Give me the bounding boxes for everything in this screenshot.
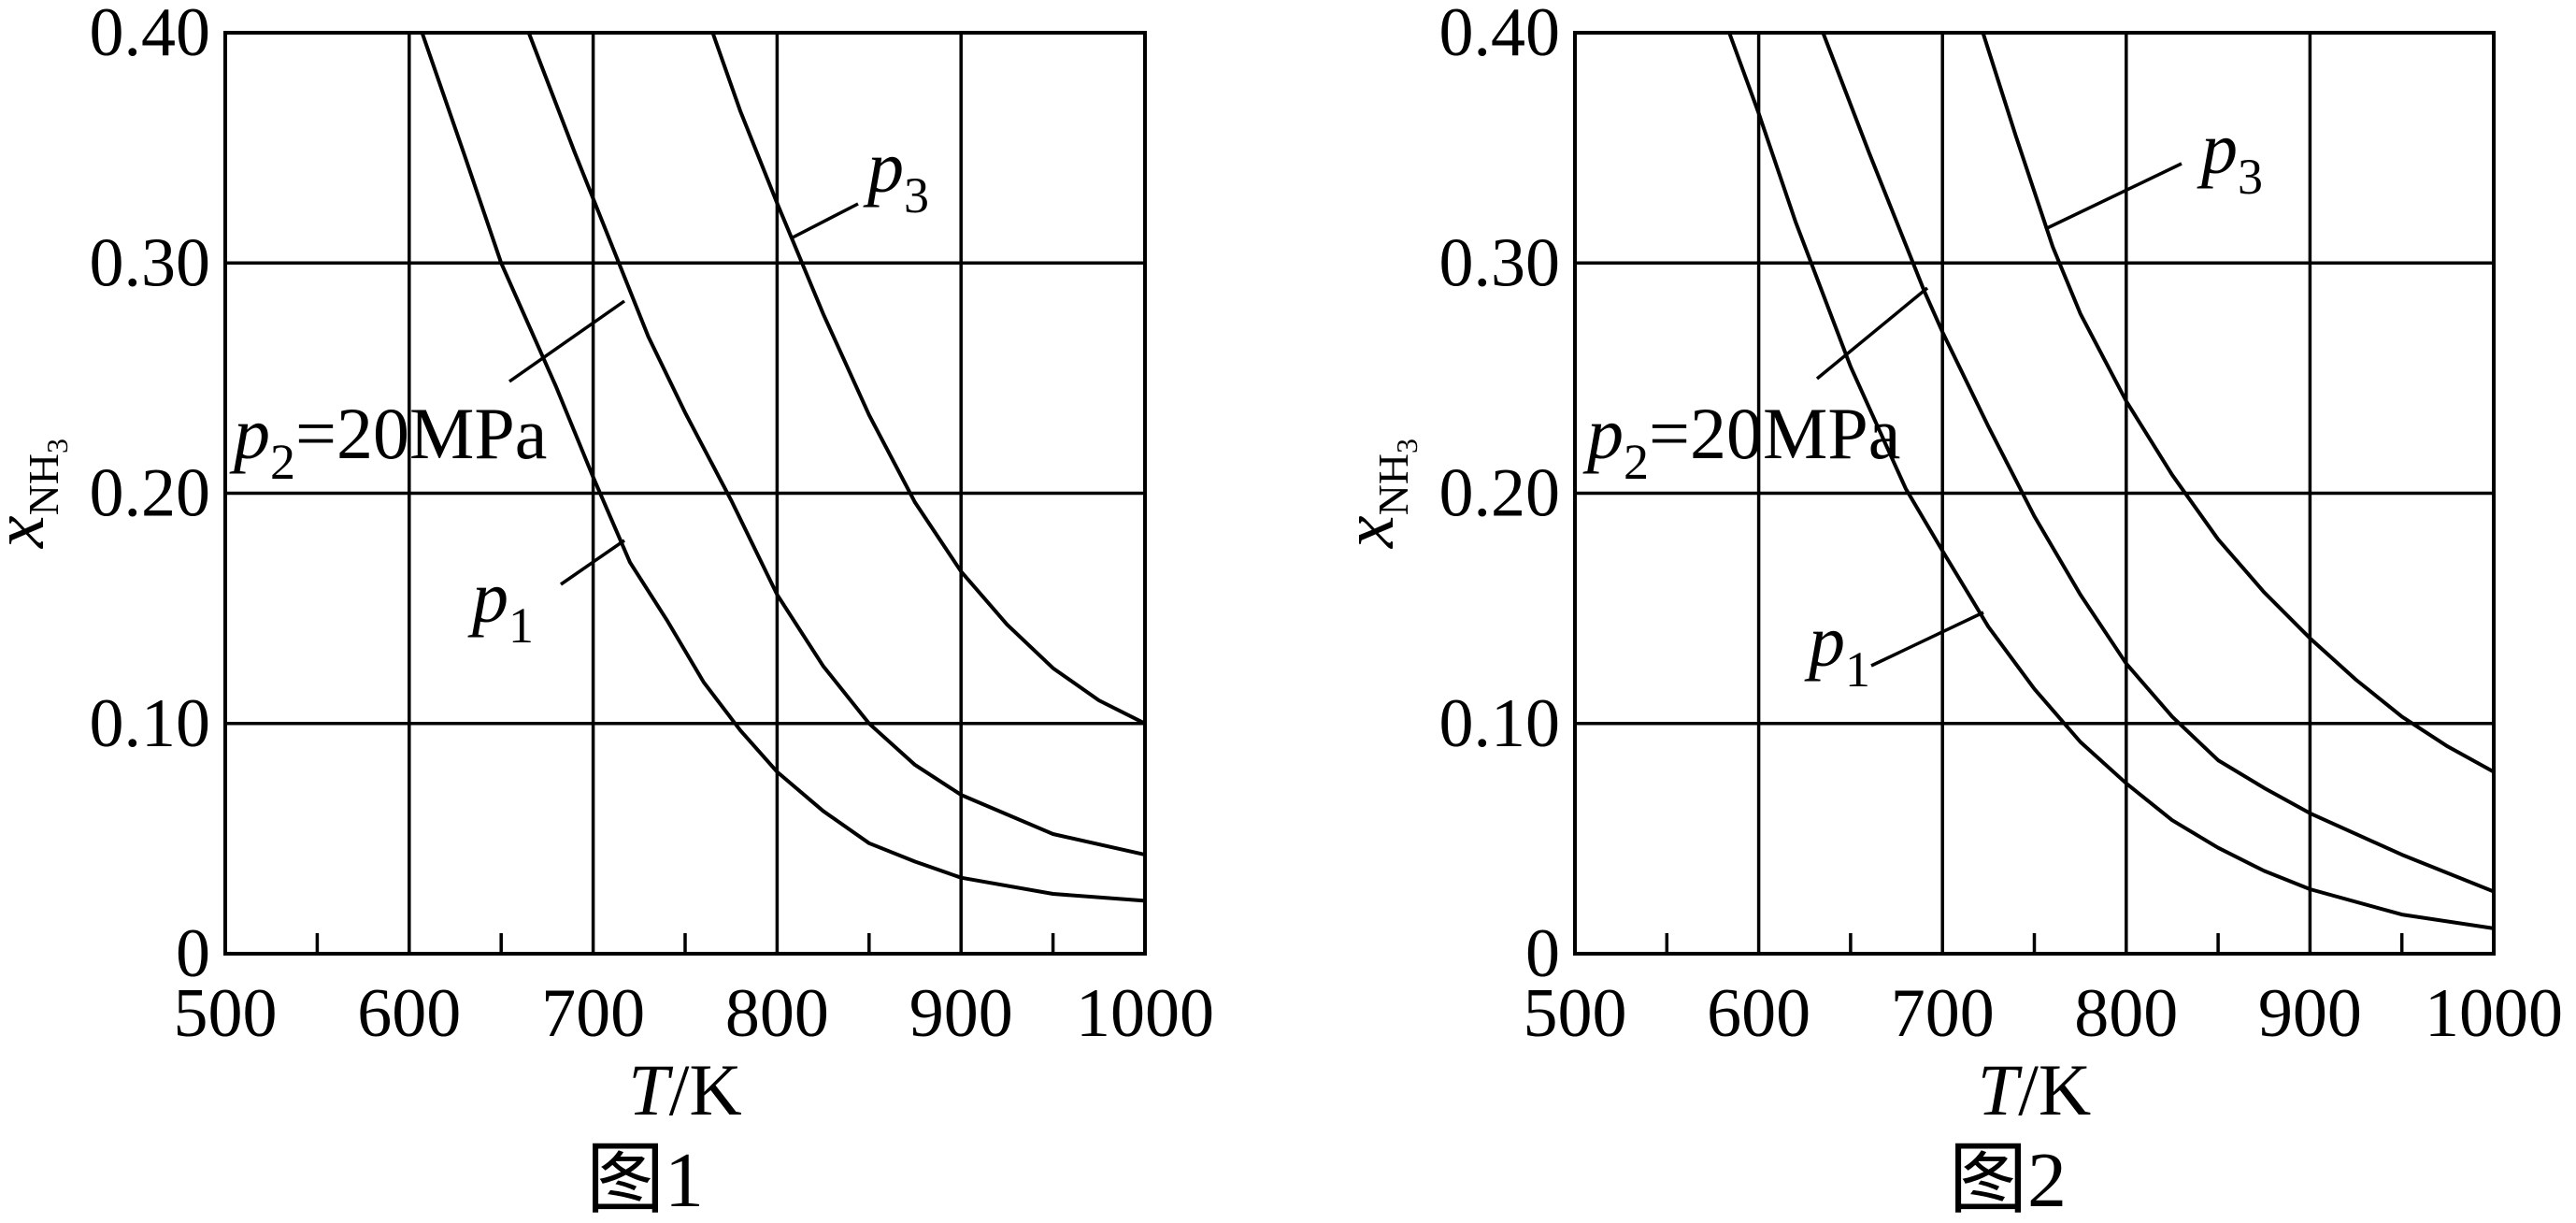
series-line-p3 — [1981, 32, 2495, 774]
series-label-rest: =20MPa — [1649, 393, 1900, 474]
leader-line-p3 — [2044, 162, 2182, 231]
chart-panel-1: 500 600 700 800 900 100000.100.200.300.40p1p2… — [0, 0, 1214, 1223]
x-tick-label: 1000 — [1076, 975, 1214, 1052]
series-label-p3: p3 — [863, 126, 929, 223]
y-tick-label: 0.40 — [1439, 0, 1561, 71]
series-label-var: p — [467, 556, 508, 638]
figure-caption: 图1 — [586, 1137, 704, 1223]
x-tick-label: 800 — [2074, 975, 2178, 1052]
leader-line-p1 — [1870, 611, 1984, 668]
series-line-p2 — [526, 32, 1146, 857]
leader-line-p2 — [508, 299, 626, 383]
chart-panel-2: 500 600 700 800 900 100000.100.200.300.40p1p2… — [1327, 0, 2563, 1223]
x-axis-unit: /K — [669, 1049, 742, 1130]
series-label-sub: 3 — [904, 167, 929, 223]
x-axis-label: T/K — [1978, 1049, 2091, 1130]
series-label-sub: 3 — [2238, 149, 2263, 205]
x-axis-unit: /K — [2018, 1049, 2091, 1130]
x-axis-label: T/K — [628, 1049, 741, 1130]
figure-caption: 图2 — [1949, 1137, 2067, 1223]
x-tick-label: 900 — [909, 975, 1013, 1052]
leader-line-p1 — [560, 539, 625, 586]
series-label-var: p — [863, 126, 904, 208]
series-line-p2 — [1821, 32, 2495, 894]
y-tick-label: 0.30 — [1439, 224, 1561, 301]
x-tick-label: 600 — [1707, 975, 1810, 1052]
series-label-var: p — [1582, 393, 1624, 474]
series-label-sub: 2 — [270, 434, 295, 490]
y-axis-subsub: 3 — [1390, 439, 1424, 453]
series-label-sub: 1 — [508, 597, 534, 654]
x-axis-var: T — [628, 1049, 673, 1130]
plot-frame — [1573, 31, 2496, 956]
series-label-sub: 1 — [1845, 641, 1870, 698]
series-line-p3 — [710, 32, 1146, 726]
series-label-sub: 2 — [1624, 434, 1649, 490]
x-tick-label: 800 — [725, 975, 829, 1052]
y-tick-label: 0.20 — [90, 455, 211, 532]
x-tick-label: 900 — [2258, 975, 2362, 1052]
x-tick-label: 500 — [1524, 975, 1627, 1052]
y-tick-label: 0.10 — [90, 685, 211, 762]
plot-frame — [223, 31, 1147, 956]
series-label-var: p — [229, 393, 270, 474]
series-line-p1 — [420, 32, 1146, 903]
x-tick-label: 500 — [174, 975, 278, 1052]
y-axis-var: x — [0, 515, 59, 549]
series-label-var: p — [1804, 600, 1845, 682]
x-tick-label: 700 — [541, 975, 645, 1052]
y-tick-label: 0.30 — [90, 224, 211, 301]
series-label-p2: p2=20MPa — [1582, 393, 1900, 490]
y-tick-label: 0.10 — [1439, 685, 1561, 762]
series-line-p1 — [1727, 32, 2495, 930]
y-tick-label: 0.20 — [1439, 455, 1561, 532]
series-label-var: p — [2197, 108, 2238, 189]
series-label-p1: p1 — [467, 556, 534, 654]
leader-line-p2 — [1815, 286, 1929, 381]
series-label-p3: p3 — [2197, 108, 2263, 205]
y-axis-sub: NH — [20, 453, 67, 515]
leader-line-p3 — [790, 202, 859, 240]
series-label-rest: =20MPa — [295, 393, 547, 474]
series-label-p2: p2=20MPa — [229, 393, 547, 490]
y-tick-label: 0.40 — [90, 0, 211, 71]
series-label-p1: p1 — [1804, 600, 1870, 698]
y-axis-label: xNH3 — [1327, 439, 1424, 549]
x-axis-var: T — [1978, 1049, 2023, 1130]
x-tick-label: 1000 — [2425, 975, 2563, 1052]
x-tick-label: 600 — [357, 975, 461, 1052]
y-tick-label: 0 — [176, 915, 210, 992]
y-axis-label: xNH3 — [0, 439, 74, 549]
y-axis-var: x — [1327, 515, 1409, 549]
y-axis-subsub: 3 — [40, 439, 74, 453]
y-axis-sub: NH — [1369, 453, 1417, 515]
x-tick-label: 700 — [1891, 975, 1995, 1052]
y-tick-label: 0 — [1525, 915, 1560, 992]
